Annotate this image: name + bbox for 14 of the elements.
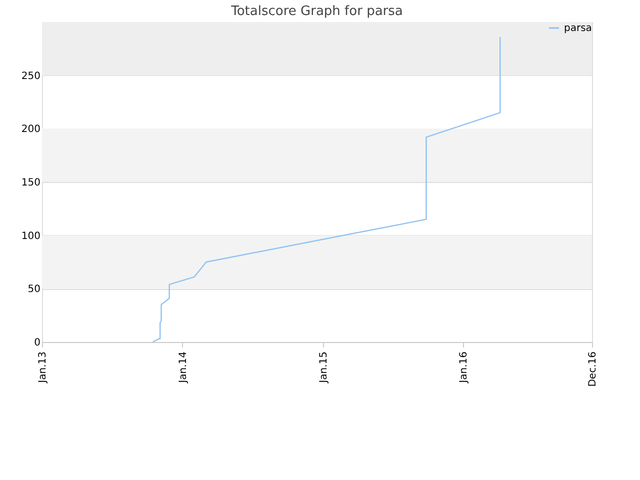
y-tick-label: 150: [21, 178, 40, 188]
y-tick-label: 200: [21, 124, 40, 136]
y-tick-label: 250: [21, 70, 40, 82]
y-tick-label: 100: [21, 230, 40, 242]
x-tick-label: Dec.16: [588, 352, 598, 387]
x-tick-label: Jan.14: [178, 352, 189, 384]
chart-title: Totalscore Graph for parsa: [230, 4, 403, 19]
x-tick-label: Jan.13: [38, 352, 48, 384]
y-tick-label: 0: [34, 338, 40, 348]
x-tick-label: Jan.15: [318, 352, 330, 384]
x-tick-label: Jan.16: [458, 352, 470, 384]
y-tick-label: 50: [28, 284, 40, 296]
line-series: [152, 36, 501, 343]
legend-label: parsa: [564, 23, 592, 34]
